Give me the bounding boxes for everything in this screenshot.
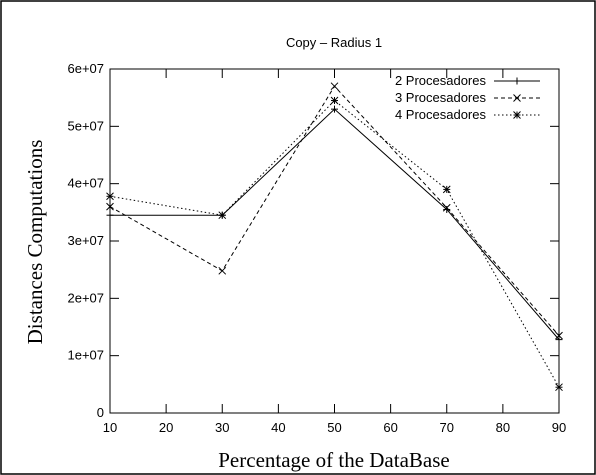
data-point xyxy=(442,185,451,194)
chart-title: Copy – Radius 1 xyxy=(286,35,382,50)
y-tick-label: 4e+07 xyxy=(67,176,104,191)
x-axis-ticks: 10 20 30 40 50 60 70 80 90 xyxy=(103,69,566,435)
y-tick-label: 3e+07 xyxy=(67,233,104,248)
data-point xyxy=(442,203,451,212)
series-line-4-procesadores xyxy=(109,99,560,388)
legend-label: 4 Procesadores xyxy=(395,107,487,122)
legend-label: 3 Procesadores xyxy=(395,90,487,105)
series-lines xyxy=(106,82,563,392)
legend-marker xyxy=(513,111,521,119)
x-tick-label: 90 xyxy=(552,420,566,435)
y-axis-title: Distances Computations xyxy=(23,140,47,345)
x-tick-label: 80 xyxy=(496,420,510,435)
data-point xyxy=(330,82,339,91)
y-tick-label: 0 xyxy=(97,405,104,420)
x-tick-label: 70 xyxy=(440,420,454,435)
legend-marker xyxy=(513,94,521,102)
data-point xyxy=(330,96,339,105)
x-tick-label: 60 xyxy=(383,420,397,435)
legend: 2 Procesadores 3 Procesadores 4 Procesador… xyxy=(395,73,540,122)
y-tick-label: 2e+07 xyxy=(67,290,104,305)
legend-marker xyxy=(513,77,521,85)
legend-label: 2 Procesadores xyxy=(395,73,487,88)
data-point xyxy=(218,211,227,220)
y-tick-label: 5e+07 xyxy=(67,118,104,133)
plot-area-border xyxy=(109,68,560,414)
x-tick-label: 40 xyxy=(271,420,285,435)
data-point xyxy=(331,105,338,113)
series-line-2-procesadores xyxy=(110,108,560,340)
y-tick-label: 6e+07 xyxy=(67,61,104,76)
series-line-3-procesadores xyxy=(109,85,560,336)
x-tick-label: 30 xyxy=(215,420,229,435)
y-tick-label: 1e+07 xyxy=(67,348,104,363)
x-tick-label: 50 xyxy=(327,420,341,435)
x-tick-label: 20 xyxy=(159,420,173,435)
data-point xyxy=(218,266,227,275)
x-tick-label: 10 xyxy=(103,420,117,435)
x-axis-title: Percentage of the DataBase xyxy=(218,448,449,472)
